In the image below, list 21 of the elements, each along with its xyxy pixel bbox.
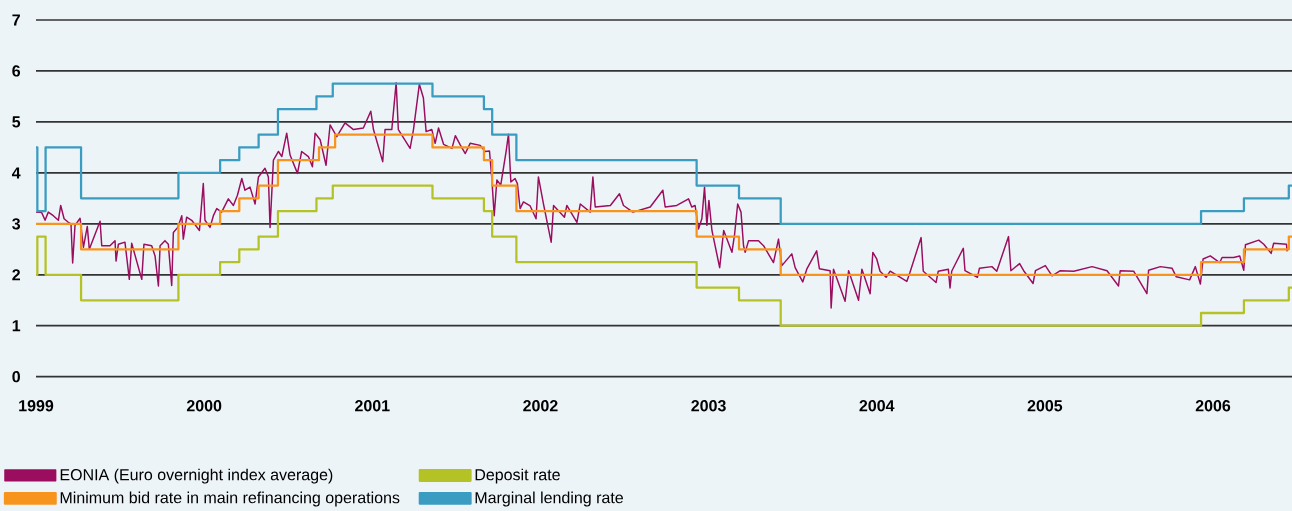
x-tick-label: 2003 — [691, 400, 726, 412]
y-tick-label: 3 — [12, 218, 21, 230]
y-tick-label: 4 — [11, 167, 21, 179]
line-series — [35, 81, 1288, 309]
x-tick-label: 2005 — [1027, 400, 1063, 412]
x-tick-label: 2004 — [859, 400, 895, 412]
y-tick-label: 1 — [12, 320, 21, 332]
x-tick-label: 2006 — [1195, 400, 1231, 412]
x-tick-label: 2001 — [355, 400, 390, 412]
legend-label: Marginal lending rate — [475, 491, 623, 507]
legend-label: Minimum bid rate in main refinancing operations — [60, 491, 400, 507]
x-tick-label: 1999 — [19, 400, 54, 412]
legend-label: EONIA (Euro overnight index average) — [60, 468, 333, 484]
y-tick-label: 6 — [12, 65, 21, 77]
y-tick-label: 5 — [12, 116, 21, 128]
y-tick-label: 2 — [12, 269, 20, 281]
x-tick-label: 2000 — [186, 400, 222, 412]
x-tick-label: 2002 — [523, 400, 558, 412]
y-tick-label: 7 — [12, 14, 20, 26]
y-tick-label: 0 — [12, 371, 20, 383]
legend-label: Deposit rate — [475, 468, 560, 484]
